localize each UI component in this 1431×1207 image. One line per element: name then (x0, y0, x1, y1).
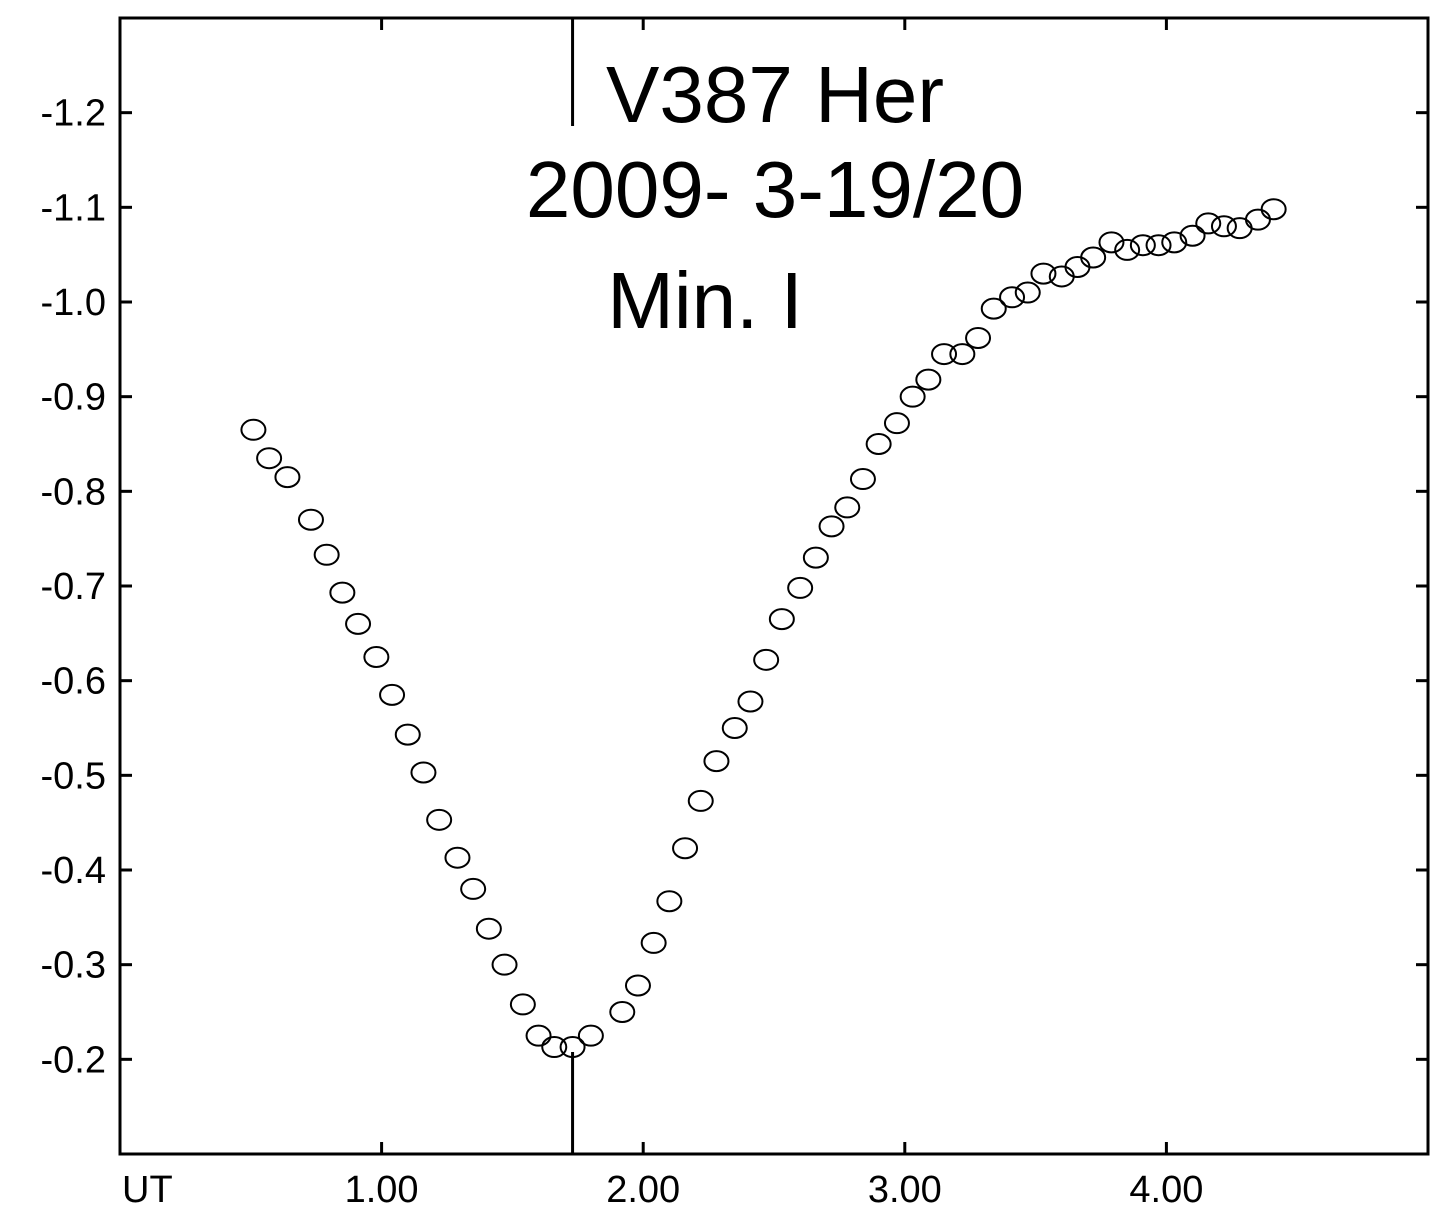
data-point (672, 837, 699, 860)
data-point (559, 1036, 586, 1059)
data-point (883, 412, 910, 435)
data-point (949, 343, 976, 366)
x-tick-label: 2.00 (606, 1169, 680, 1207)
data-point (640, 931, 667, 954)
data-point (475, 917, 502, 940)
data-point (1098, 231, 1125, 254)
data-point (297, 508, 324, 531)
data-point (509, 993, 536, 1016)
data-point (1210, 215, 1237, 238)
data-point (624, 974, 651, 997)
data-point (965, 326, 992, 349)
y-tick-label: -1.2 (41, 93, 106, 135)
data-point (737, 690, 764, 713)
data-point (525, 1024, 552, 1047)
data-point (240, 418, 267, 441)
y-tick-label: -1.0 (41, 282, 106, 324)
y-tick-label: -0.8 (41, 471, 106, 513)
data-point (787, 576, 814, 599)
data-point (491, 953, 518, 976)
tick-labels: 1.00 2.00 3.00 4.00 -0.2 -0.3 -0.4 -0.5 -0.6 -0.7… (41, 93, 1204, 1207)
data-point (980, 297, 1007, 320)
data-point (577, 1024, 604, 1047)
data-point (426, 808, 453, 831)
data-point (915, 368, 942, 391)
data-point (721, 717, 748, 739)
data-point (1145, 234, 1172, 257)
y-tick-label: -0.5 (41, 755, 106, 797)
data-point (541, 1036, 568, 1059)
data-point (1244, 208, 1271, 231)
data-point (329, 581, 356, 604)
data-point (444, 846, 471, 869)
data-point (703, 750, 730, 773)
data-point (345, 612, 372, 635)
data-point (931, 343, 958, 366)
data-point (1260, 198, 1287, 221)
data-point (379, 683, 406, 706)
x-axis-label: UT (122, 1169, 173, 1207)
data-point (849, 468, 876, 491)
x-tick-label: 1.00 (345, 1169, 419, 1207)
data-point (865, 433, 892, 455)
data-point (460, 877, 487, 900)
data-point (1195, 212, 1222, 235)
data-point (1179, 224, 1206, 247)
data-point (999, 286, 1026, 309)
data-point (818, 515, 845, 538)
y-tick-label: -0.2 (41, 1039, 106, 1081)
data-point (1161, 231, 1188, 254)
data-point (899, 385, 926, 408)
data-point (1114, 238, 1141, 261)
data-point (1064, 255, 1091, 278)
data-point (753, 648, 780, 671)
data-point (802, 546, 829, 569)
data-point (1030, 262, 1057, 285)
x-tick-label: 4.00 (1129, 1169, 1203, 1207)
y-tick-label: -0.3 (41, 945, 106, 987)
title-line-2: 2009- 3-19/20 (526, 145, 1024, 234)
data-point (1080, 246, 1107, 269)
data-point (834, 496, 861, 519)
y-tick-label: -1.1 (41, 187, 106, 229)
data-point (687, 789, 714, 812)
chart-title: V387 Her 2009- 3-19/20 Min. I (526, 50, 1024, 345)
y-tick-label: -0.7 (41, 566, 106, 608)
title-line-3: Min. I (607, 256, 803, 345)
y-tick-label: -0.9 (41, 377, 106, 419)
y-tick-label: -0.6 (41, 661, 106, 703)
data-point (274, 466, 301, 489)
data-point (656, 890, 683, 913)
data-point (1014, 281, 1041, 304)
data-points (240, 198, 1287, 1059)
x-tick-label: 3.00 (868, 1169, 942, 1207)
data-point (256, 447, 283, 470)
tick-marks (120, 18, 1428, 1154)
data-point (609, 1001, 636, 1023)
data-point (410, 761, 437, 784)
title-line-1: V387 Her (606, 50, 944, 139)
data-point (1226, 217, 1253, 240)
data-point (768, 608, 795, 631)
data-point (313, 543, 340, 566)
data-point (1129, 234, 1156, 257)
data-point (1048, 265, 1075, 288)
data-point (363, 646, 390, 668)
data-point (394, 723, 421, 746)
y-tick-label: -0.4 (41, 850, 106, 892)
